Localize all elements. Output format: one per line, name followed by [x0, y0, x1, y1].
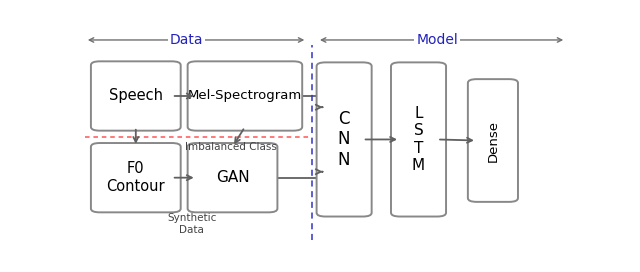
Text: Imbalanced Class: Imbalanced Class [186, 142, 277, 152]
Text: Data: Data [170, 33, 204, 47]
Text: Dense: Dense [486, 119, 499, 162]
Text: Mel-Spectrogram: Mel-Spectrogram [188, 89, 302, 103]
FancyBboxPatch shape [188, 61, 302, 131]
Text: L
S
T
M: L S T M [412, 106, 425, 173]
Text: Synthetic
Data: Synthetic Data [167, 214, 216, 235]
Text: Speech: Speech [109, 88, 163, 103]
Text: GAN: GAN [216, 170, 250, 185]
Text: Model: Model [416, 33, 458, 47]
FancyBboxPatch shape [91, 61, 180, 131]
FancyBboxPatch shape [317, 62, 372, 217]
Text: C
N
N: C N N [338, 110, 350, 169]
FancyBboxPatch shape [188, 143, 277, 212]
FancyBboxPatch shape [91, 143, 180, 212]
Text: F0
Contour: F0 Contour [106, 162, 165, 194]
FancyBboxPatch shape [468, 79, 518, 202]
FancyBboxPatch shape [391, 62, 446, 217]
